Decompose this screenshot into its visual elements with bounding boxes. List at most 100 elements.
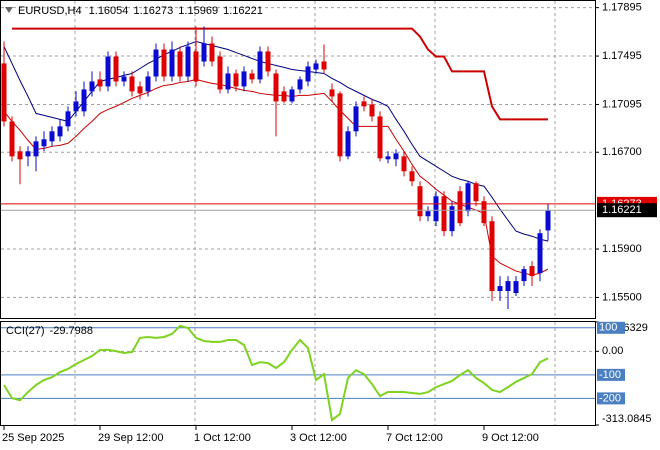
- candle-body: [169, 49, 175, 77]
- candle-body: [513, 281, 519, 294]
- candle-body: [25, 151, 31, 157]
- level-label: -200: [599, 392, 621, 404]
- candle-body: [257, 51, 263, 80]
- level-label: 100: [599, 322, 617, 334]
- candle-body: [33, 141, 39, 157]
- y2-tick-label: 0.00: [602, 345, 623, 357]
- candle-body: [121, 76, 127, 82]
- candle-body: [201, 43, 207, 62]
- candle-body: [537, 233, 543, 274]
- x-tick-label: 3 Oct 12:00: [290, 432, 347, 444]
- candle-body: [193, 51, 199, 82]
- candle-body: [465, 183, 471, 212]
- plot-layer: 1.17895 1.17495 1.17095 1.16700 1.15900 1.155…: [1, 2, 657, 444]
- open-value: 1.16054: [89, 5, 129, 17]
- candle-body: [353, 106, 359, 132]
- level-label: -100: [599, 369, 621, 381]
- candle-body: [369, 104, 375, 117]
- candle-body: [185, 46, 191, 77]
- candle-body: [249, 73, 255, 80]
- candle-body: [425, 211, 431, 217]
- indicator-header: CCI(27) -29.7988: [6, 325, 93, 337]
- y-tick-label: 1.17895: [602, 2, 642, 14]
- indicator-name: CCI(27): [6, 325, 45, 337]
- candle-body: [137, 86, 143, 94]
- indicator-value: -29.7988: [50, 325, 93, 337]
- candle-body: [145, 76, 151, 92]
- candle-body: [225, 73, 231, 90]
- collapse-icon: [5, 7, 13, 13]
- x-tick-label: 25 Sep 2025: [2, 432, 64, 444]
- y-tick-label: 1.17095: [602, 98, 642, 110]
- candle-body: [433, 196, 439, 222]
- candle-body: [233, 73, 239, 87]
- candle-body: [273, 73, 279, 102]
- candle-body: [105, 56, 111, 87]
- candle-body: [217, 56, 223, 90]
- symbol: EURUSD,H4: [18, 5, 82, 17]
- candle-body: [337, 93, 343, 157]
- candle-body: [97, 79, 103, 87]
- candle-body: [1, 63, 7, 122]
- candle-body: [17, 151, 23, 160]
- close-value: 1.16221: [223, 5, 263, 17]
- candle-body: [401, 156, 407, 172]
- x-tick-label: 1 Oct 12:00: [194, 432, 251, 444]
- candle-body: [89, 81, 95, 92]
- candle-body: [57, 126, 63, 137]
- candle-body: [281, 91, 287, 102]
- low-value: 1.15969: [178, 5, 218, 17]
- high-value: 1.16273: [133, 5, 173, 17]
- candle-body: [529, 266, 535, 277]
- candle-body: [65, 111, 71, 127]
- candle-body: [129, 76, 135, 92]
- candle-body: [441, 196, 447, 232]
- bid-label: 1.16221: [602, 204, 642, 216]
- y-tick-label: 1.15500: [602, 291, 642, 303]
- vertical-grid: [74, 1, 556, 425]
- y2-tick-label: -313.0845: [602, 413, 652, 425]
- candle-body: [377, 116, 383, 159]
- candle-body: [113, 56, 119, 82]
- y-tick-label: 1.17495: [602, 50, 642, 62]
- y-tick-label: 1.15900: [602, 243, 642, 255]
- candle-body: [81, 89, 87, 112]
- candle-body: [73, 101, 79, 112]
- chart-header: EURUSD,H4 1.16054 1.16273 1.15969 1.1622…: [18, 5, 263, 17]
- candle-body: [385, 156, 391, 160]
- x-tick-label: 9 Oct 12:00: [482, 432, 539, 444]
- candle-body: [489, 221, 495, 292]
- level-label-box: [597, 392, 625, 405]
- candle-body: [481, 201, 487, 224]
- candle-body: [473, 183, 479, 202]
- candle-body: [393, 153, 399, 160]
- candle-body: [505, 281, 511, 292]
- candle-body: [209, 43, 215, 62]
- level-label-box: [597, 368, 625, 381]
- candle-body: [49, 131, 55, 142]
- candle-body: [297, 79, 303, 90]
- candle-body: [497, 286, 503, 292]
- x-tick-label: 29 Sep 12:00: [98, 432, 163, 444]
- candle-body: [289, 89, 295, 102]
- candle-body: [361, 101, 367, 107]
- indicator-panel-frame: [0, 321, 596, 426]
- overlay-line: [12, 27, 548, 121]
- candle-body: [177, 51, 183, 77]
- x-tick-label: 7 Oct 12:00: [386, 432, 443, 444]
- candle-body: [521, 269, 527, 282]
- candle-body: [329, 89, 335, 97]
- candle-body: [457, 191, 463, 224]
- level-label-box: [597, 321, 625, 334]
- candle-body: [161, 49, 167, 77]
- main-panel-frame: [0, 0, 596, 319]
- indicator-line: [3, 324, 549, 422]
- candle-body: [265, 51, 271, 72]
- overlay-line: [3, 41, 549, 242]
- candle-body: [241, 71, 247, 87]
- candle-body: [321, 61, 327, 70]
- candle-body: [9, 121, 15, 157]
- candle-body: [345, 131, 351, 157]
